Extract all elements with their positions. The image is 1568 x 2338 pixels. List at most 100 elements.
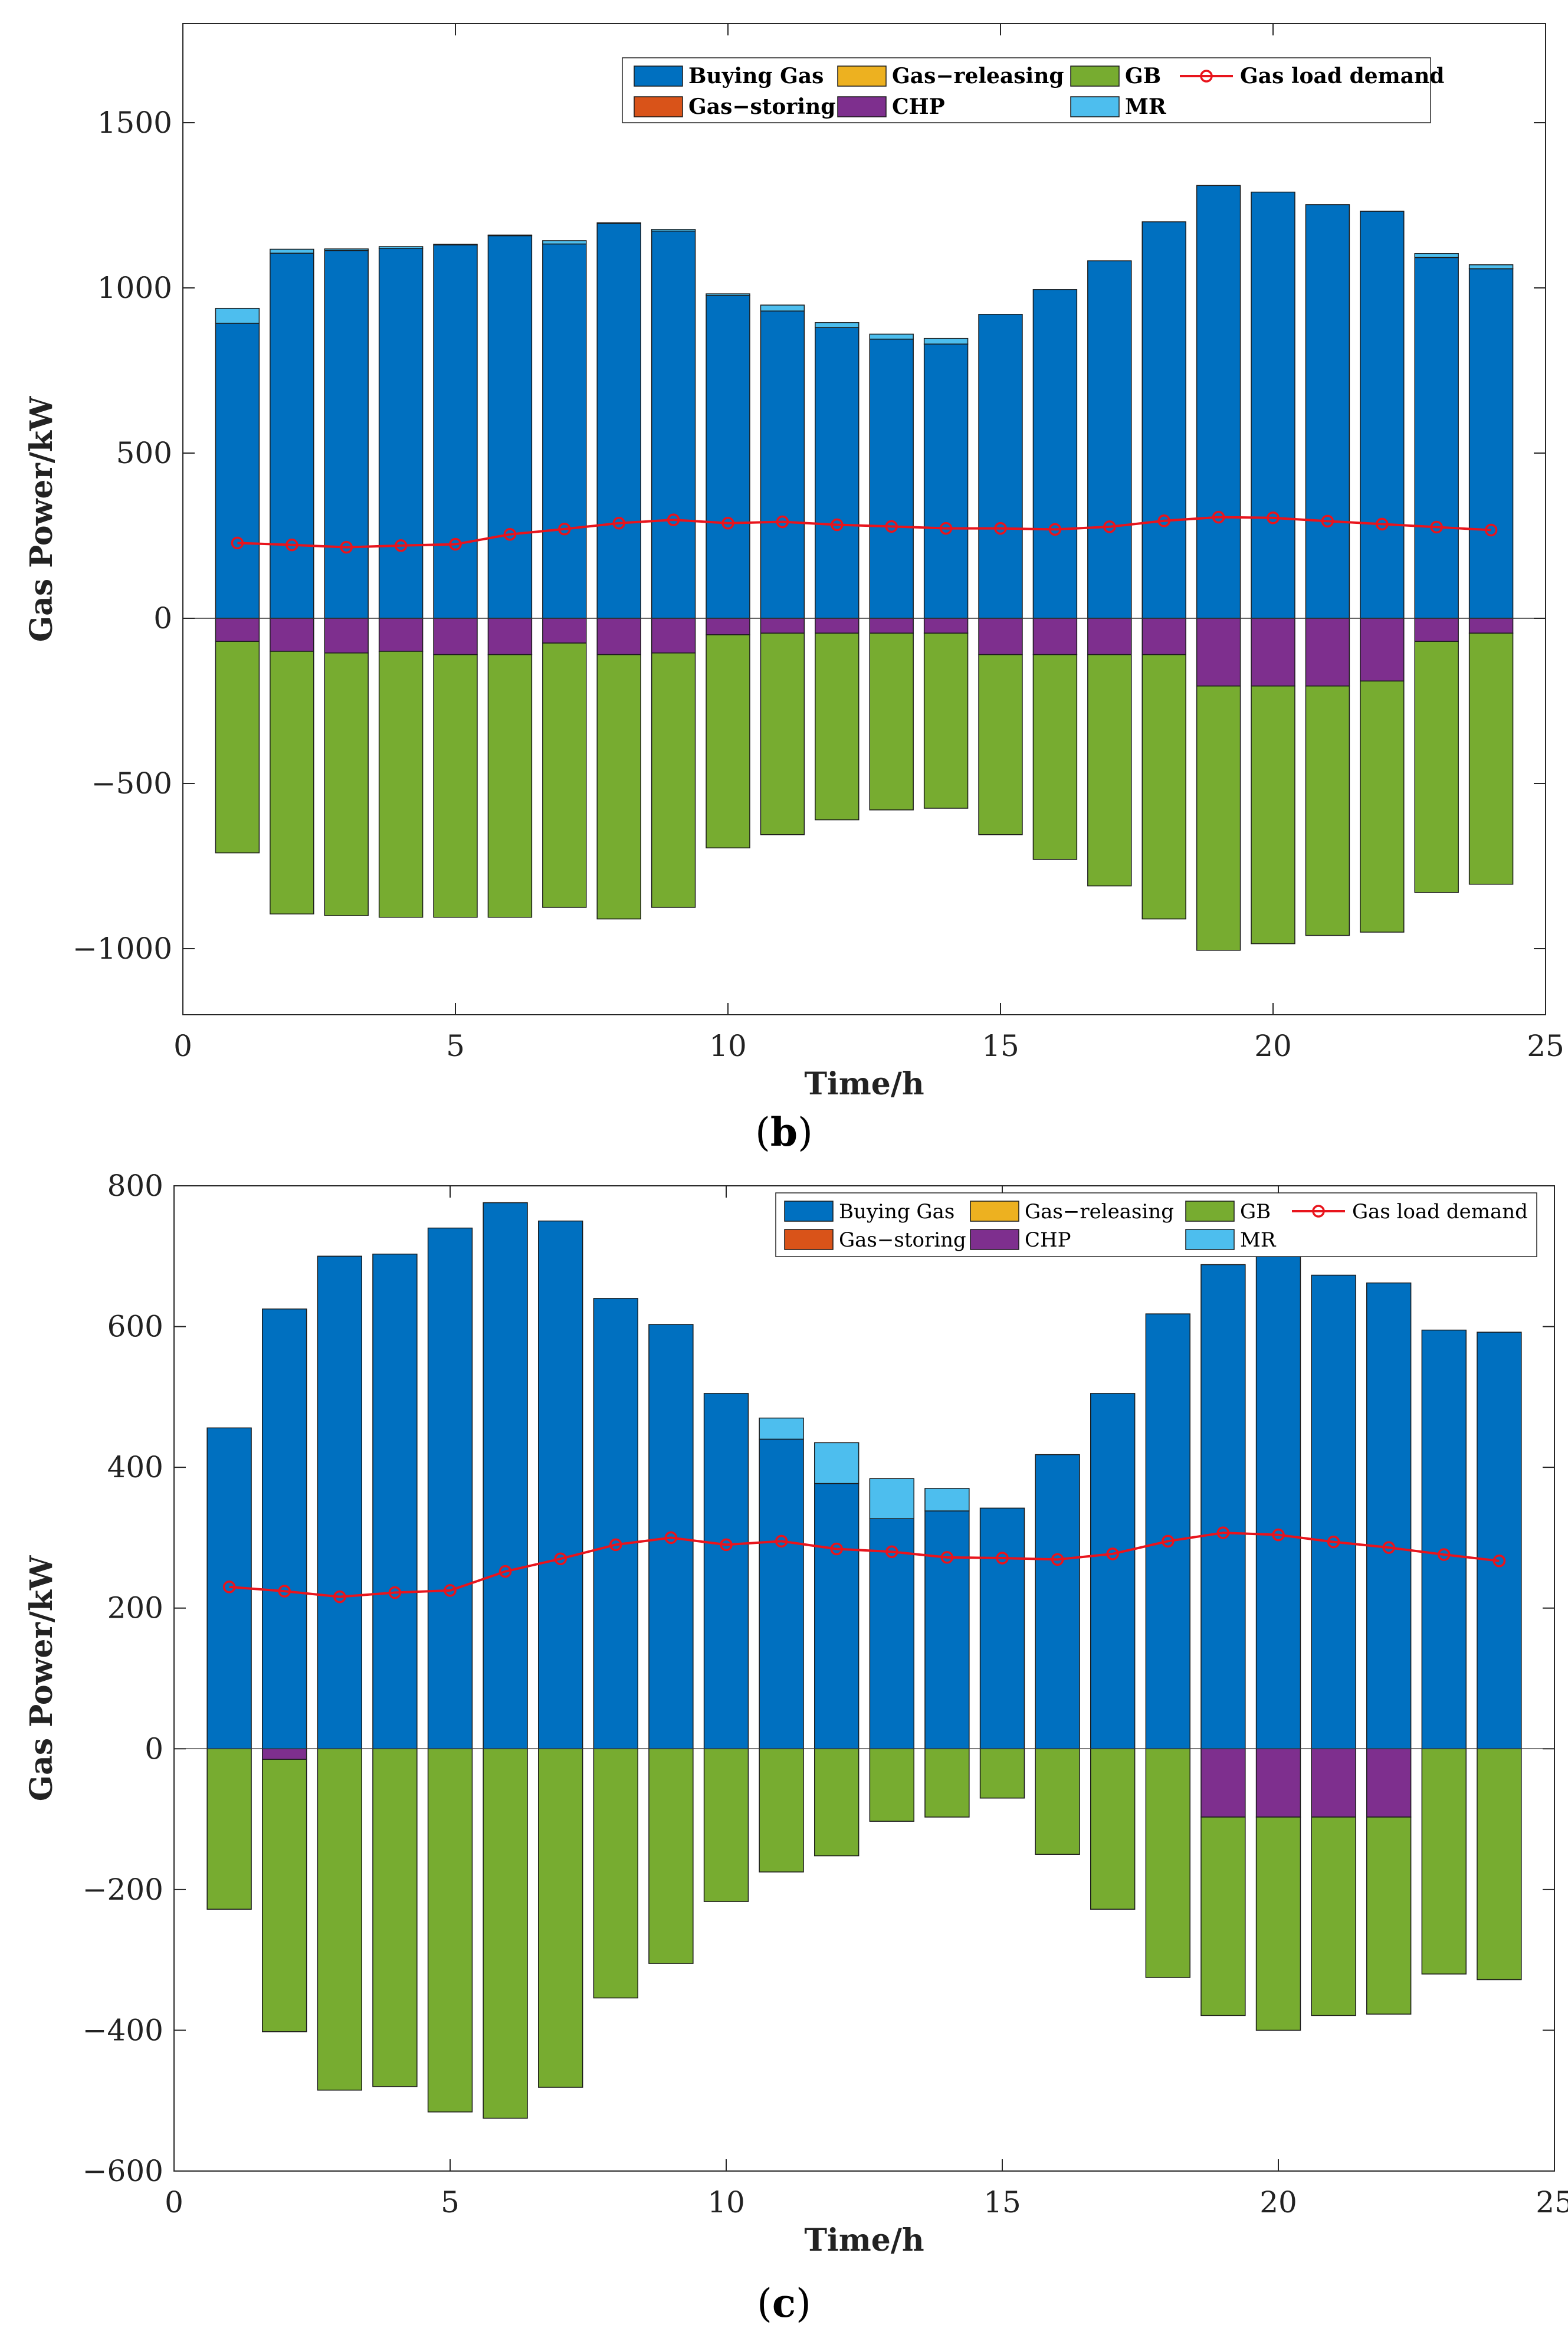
bar-gb xyxy=(703,1748,749,1902)
bar-gb xyxy=(215,641,260,854)
bar-gb xyxy=(648,1748,694,1964)
load-demand-point xyxy=(1321,514,1334,528)
load-demand-point xyxy=(394,539,408,552)
bar-buying_gas xyxy=(324,250,369,619)
bar-buying_gas xyxy=(1305,204,1350,619)
y-tick-label: 200 xyxy=(107,1591,163,1625)
load-demand-point xyxy=(558,523,571,536)
legend-label-gb: GB xyxy=(1125,64,1161,88)
load-demand-point xyxy=(612,516,625,530)
bar-buying_gas xyxy=(1414,257,1459,619)
bar-gb xyxy=(924,1748,970,1818)
bar-gb xyxy=(1087,654,1132,887)
bar-gb xyxy=(427,1748,473,2113)
load-demand-point xyxy=(333,1590,346,1604)
bar-buying_gas xyxy=(923,343,969,619)
legend-label-gas_releasing: Gas−releasing xyxy=(1025,1200,1174,1224)
legend-marker-load xyxy=(1312,1205,1325,1218)
load-demand-point xyxy=(231,536,244,550)
chart-c: 0 5 10 15 20 25 −600 −400 −200 0 200 400 600 800 Time/… xyxy=(24,1169,1568,2258)
bar-gb xyxy=(372,1748,418,2087)
legend-label-load: Gas load demand xyxy=(1240,64,1444,88)
x-axis-label: Time/h xyxy=(804,2222,924,2258)
bar-gb xyxy=(1251,686,1295,945)
load-demand-point xyxy=(340,540,353,554)
bar-chp xyxy=(869,618,914,634)
legend-swatch-mr xyxy=(1185,1229,1235,1250)
chart-panel-c: 0 5 10 15 20 25 −600 −400 −200 0 200 400 600 800 Time/… xyxy=(0,1168,1568,2338)
bar-chp xyxy=(542,618,587,644)
bar-buying_gas xyxy=(378,248,424,619)
bar-buying_gas xyxy=(706,295,750,619)
bar-buying_gas xyxy=(979,1507,1025,1750)
bar-chp xyxy=(1087,618,1132,655)
bar-gb xyxy=(324,652,369,916)
bar-chp xyxy=(215,618,260,642)
bar-buying_gas xyxy=(433,244,478,619)
bar-buying_gas xyxy=(317,1255,362,1750)
bar-buying_gas xyxy=(1366,1282,1412,1750)
bar-chp xyxy=(324,618,369,654)
y-tick-label: 500 xyxy=(116,436,172,470)
bar-mr xyxy=(760,304,805,311)
y-tick-label: −600 xyxy=(83,2154,163,2188)
bar-gb xyxy=(1421,1748,1467,1975)
bar-mr xyxy=(324,248,369,251)
bar-buying_gas xyxy=(869,339,914,619)
y-tick-label: −1000 xyxy=(73,932,172,966)
y-tick-label: 800 xyxy=(107,1169,163,1203)
bar-chp xyxy=(978,618,1023,655)
y-tick-label: −200 xyxy=(83,1873,163,1907)
bar-chp xyxy=(1196,618,1241,687)
legend-marker-load xyxy=(1200,70,1213,83)
bar-buying_gas xyxy=(1035,1454,1080,1750)
legend-swatch-gb xyxy=(1070,65,1120,87)
x-tick-label: 10 xyxy=(707,2185,745,2219)
load-demand-point xyxy=(554,1552,567,1565)
x-tick-label: 20 xyxy=(1254,1029,1292,1063)
bar-chp xyxy=(1200,1748,1246,1818)
legend-box xyxy=(775,1192,1537,1257)
legend-box xyxy=(622,57,1431,123)
bar-buying_gas xyxy=(1087,260,1132,619)
bar-chp xyxy=(270,618,314,652)
bar-chp xyxy=(378,618,424,652)
x-tick-label: 5 xyxy=(446,1029,465,1063)
y-tick-label: 400 xyxy=(107,1450,163,1484)
bar-mr xyxy=(433,244,478,245)
load-demand-point xyxy=(1162,1534,1175,1548)
legend-swatch-gas_releasing xyxy=(970,1201,1019,1222)
bar-chp xyxy=(262,1748,307,1760)
legend-swatch-buying_gas xyxy=(784,1201,834,1222)
bar-gb xyxy=(433,654,478,918)
load-demand-point xyxy=(1272,1528,1285,1542)
load-demand-point xyxy=(286,538,298,552)
bar-buying_gas xyxy=(483,1202,528,1750)
load-demand-point xyxy=(278,1585,291,1598)
load-demand-point xyxy=(1382,1541,1395,1554)
caption-b: (b) xyxy=(755,1109,813,1155)
load-demand-point xyxy=(1430,520,1443,534)
bar-chp xyxy=(433,618,478,655)
bar-buying_gas xyxy=(593,1298,638,1750)
bar-buying_gas xyxy=(1141,221,1186,619)
bar-buying_gas xyxy=(1468,268,1514,619)
bar-chp xyxy=(1255,1748,1301,1818)
bar-gb xyxy=(815,632,860,821)
load-demand-point xyxy=(609,1538,622,1552)
bar-gb xyxy=(1141,654,1186,920)
legend-label-mr: MR xyxy=(1240,1228,1277,1252)
load-demand-point xyxy=(994,522,1007,535)
bar-mr xyxy=(815,322,860,328)
legend-label-chp: CHP xyxy=(892,94,945,119)
load-demand-point xyxy=(1327,1535,1340,1549)
bar-gb xyxy=(978,654,1023,835)
load-demand-point xyxy=(667,513,680,526)
bar-chp xyxy=(1366,1748,1412,1818)
bar-chp xyxy=(760,618,805,634)
legend-label-gas_releasing: Gas−releasing xyxy=(892,64,1064,88)
load-demand-point xyxy=(1048,523,1062,536)
legend-swatch-gas_releasing xyxy=(837,65,887,87)
bar-chp xyxy=(1251,618,1295,687)
bar-gb xyxy=(1035,1748,1080,1855)
